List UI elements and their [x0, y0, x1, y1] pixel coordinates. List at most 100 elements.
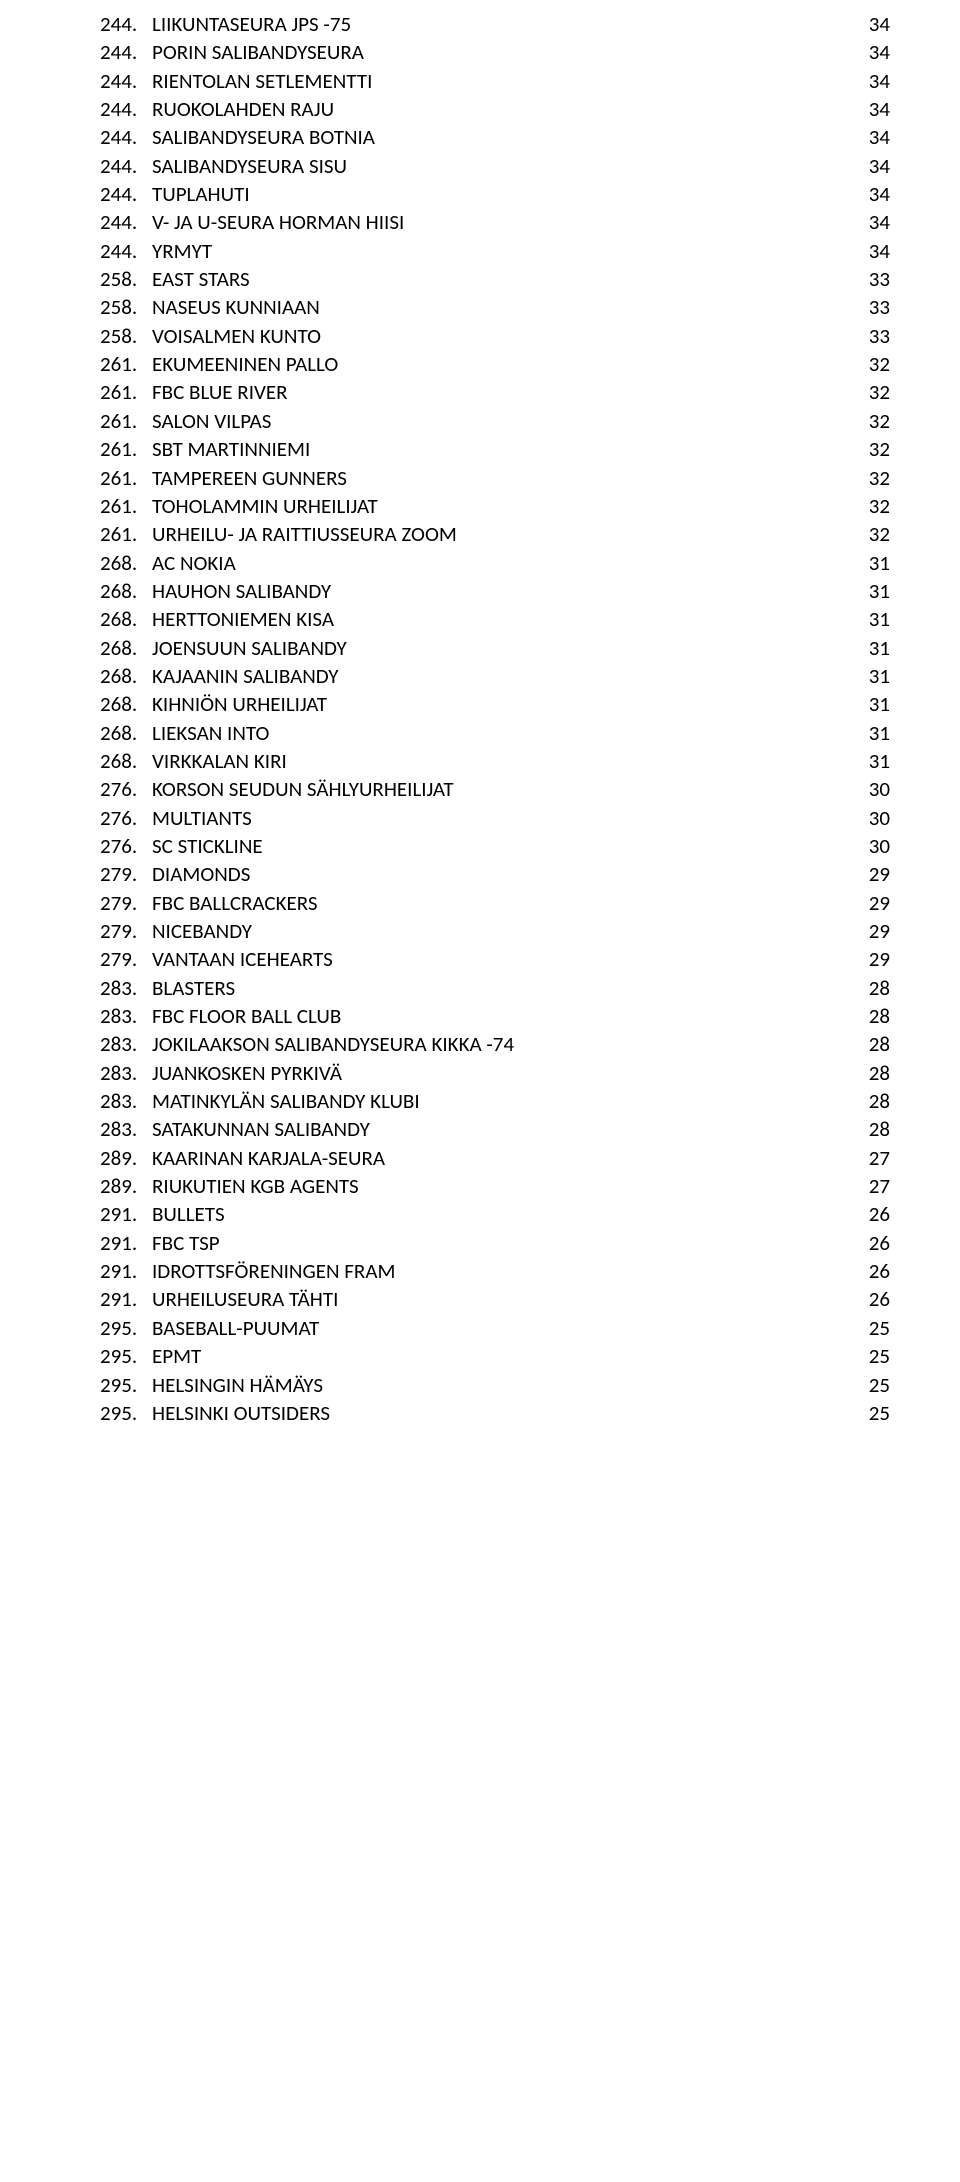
row-left: 295.HELSINGIN HÄMÄYS — [100, 1371, 323, 1399]
team-name: SALON VILPAS — [150, 407, 271, 435]
row-value: 32 — [850, 492, 890, 520]
team-name: RUOKOLAHDEN RAJU — [150, 95, 334, 123]
rank-number: 261. — [100, 435, 150, 463]
list-row: 244.RUOKOLAHDEN RAJU34 — [100, 95, 890, 123]
rank-number: 295. — [100, 1314, 150, 1342]
team-name: SALIBANDYSEURA SISU — [150, 152, 347, 180]
rank-number: 244. — [100, 95, 150, 123]
team-name: KIHNIÖN URHEILIJAT — [150, 690, 327, 718]
row-value: 32 — [850, 520, 890, 548]
row-value: 32 — [850, 435, 890, 463]
row-left: 261.TAMPEREEN GUNNERS — [100, 464, 347, 492]
row-left: 295.BASEBALL-PUUMAT — [100, 1314, 319, 1342]
team-name: RIENTOLAN SETLEMENTTI — [150, 67, 372, 95]
team-name: EKUMEENINEN PALLO — [150, 350, 338, 378]
row-left: 244.TUPLAHUTI — [100, 180, 250, 208]
team-name: LIEKSAN INTO — [150, 719, 269, 747]
row-value: 34 — [850, 67, 890, 95]
list-row: 276.SC STICKLINE30 — [100, 832, 890, 860]
rank-number: 268. — [100, 634, 150, 662]
rank-number: 261. — [100, 378, 150, 406]
team-name: JOKILAAKSON SALIBANDYSEURA KIKKA -74 — [150, 1030, 514, 1058]
team-name: KORSON SEUDUN SÄHLYURHEILIJAT — [150, 775, 454, 803]
team-name: DIAMONDS — [150, 860, 250, 888]
row-left: 291.BULLETS — [100, 1200, 225, 1228]
team-name: HELSINKI OUTSIDERS — [150, 1399, 330, 1427]
rank-number: 291. — [100, 1229, 150, 1257]
row-left: 276.KORSON SEUDUN SÄHLYURHEILIJAT — [100, 775, 454, 803]
row-value: 31 — [850, 605, 890, 633]
row-left: 244.LIIKUNTASEURA JPS -75 — [100, 10, 351, 38]
row-value: 34 — [850, 38, 890, 66]
row-value: 34 — [850, 123, 890, 151]
row-value: 27 — [850, 1172, 890, 1200]
row-left: 261.FBC BLUE RIVER — [100, 378, 288, 406]
rank-number: 295. — [100, 1371, 150, 1399]
team-name: SBT MARTINNIEMI — [150, 435, 310, 463]
row-value: 28 — [850, 1115, 890, 1143]
row-left: 244.V- JA U-SEURA HORMAN HIISI — [100, 208, 404, 236]
rank-number: 244. — [100, 67, 150, 95]
row-left: 268.JOENSUUN SALIBANDY — [100, 634, 347, 662]
rank-number: 276. — [100, 775, 150, 803]
team-name: URHEILUSEURA TÄHTI — [150, 1285, 338, 1313]
row-left: 268.HAUHON SALIBANDY — [100, 577, 331, 605]
rank-number: 244. — [100, 237, 150, 265]
list-row: 295.HELSINKI OUTSIDERS25 — [100, 1399, 890, 1427]
team-name: LIIKUNTASEURA JPS -75 — [150, 10, 351, 38]
list-row: 279.DIAMONDS29 — [100, 860, 890, 888]
list-row: 258.NASEUS KUNNIAAN33 — [100, 293, 890, 321]
rank-number: 268. — [100, 719, 150, 747]
list-row: 244.SALIBANDYSEURA SISU34 — [100, 152, 890, 180]
row-value: 33 — [850, 265, 890, 293]
row-left: 279.FBC BALLCRACKERS — [100, 889, 318, 917]
row-value: 26 — [850, 1257, 890, 1285]
team-name: MULTIANTS — [150, 804, 252, 832]
row-value: 34 — [850, 180, 890, 208]
row-value: 26 — [850, 1285, 890, 1313]
row-value: 29 — [850, 945, 890, 973]
row-left: 261.SALON VILPAS — [100, 407, 271, 435]
row-value: 31 — [850, 577, 890, 605]
rank-number: 283. — [100, 974, 150, 1002]
list-row: 291.URHEILUSEURA TÄHTI26 — [100, 1285, 890, 1313]
list-row: 276.MULTIANTS30 — [100, 804, 890, 832]
team-name: VIRKKALAN KIRI — [150, 747, 287, 775]
list-row: 261.SBT MARTINNIEMI 32 — [100, 435, 890, 463]
rank-number: 244. — [100, 38, 150, 66]
team-name: FBC TSP — [150, 1229, 220, 1257]
row-left: 268.HERTTONIEMEN KISA — [100, 605, 334, 633]
rank-number: 291. — [100, 1200, 150, 1228]
row-value: 28 — [850, 1087, 890, 1115]
team-name: EAST STARS — [150, 265, 250, 293]
list-row: 289.KAARINAN KARJALA-SEURA27 — [100, 1144, 890, 1172]
list-row: 244.TUPLAHUTI 34 — [100, 180, 890, 208]
row-value: 25 — [850, 1342, 890, 1370]
row-left: 283.BLASTERS — [100, 974, 235, 1002]
list-row: 268.KAJAANIN SALIBANDY31 — [100, 662, 890, 690]
list-row: 244.LIIKUNTASEURA JPS -7534 — [100, 10, 890, 38]
row-left: 295.EPMT — [100, 1342, 201, 1370]
rank-number: 291. — [100, 1257, 150, 1285]
team-name: HAUHON SALIBANDY — [150, 577, 331, 605]
row-left: 261.EKUMEENINEN PALLO — [100, 350, 338, 378]
team-name: MATINKYLÄN SALIBANDY KLUBI — [150, 1087, 420, 1115]
list-row: 244.SALIBANDYSEURA BOTNIA34 — [100, 123, 890, 151]
list-row: 268.VIRKKALAN KIRI31 — [100, 747, 890, 775]
list-row: 261.SALON VILPAS32 — [100, 407, 890, 435]
list-row: 283.SATAKUNNAN SALIBANDY28 — [100, 1115, 890, 1143]
team-name: JOENSUUN SALIBANDY — [150, 634, 347, 662]
row-value: 29 — [850, 889, 890, 917]
team-name: EPMT — [150, 1342, 201, 1370]
team-name: HELSINGIN HÄMÄYS — [150, 1371, 323, 1399]
row-left: 268.LIEKSAN INTO — [100, 719, 269, 747]
rank-number: 244. — [100, 208, 150, 236]
rank-number: 279. — [100, 889, 150, 917]
team-name: SATAKUNNAN SALIBANDY — [150, 1115, 370, 1143]
row-left: 295.HELSINKI OUTSIDERS — [100, 1399, 330, 1427]
team-name: IDROTTSFÖRENINGEN FRAM — [150, 1257, 395, 1285]
row-value: 31 — [850, 549, 890, 577]
list-row: 268.AC NOKIA31 — [100, 549, 890, 577]
row-left: 276.MULTIANTS — [100, 804, 252, 832]
list-row: 279.FBC BALLCRACKERS 29 — [100, 889, 890, 917]
